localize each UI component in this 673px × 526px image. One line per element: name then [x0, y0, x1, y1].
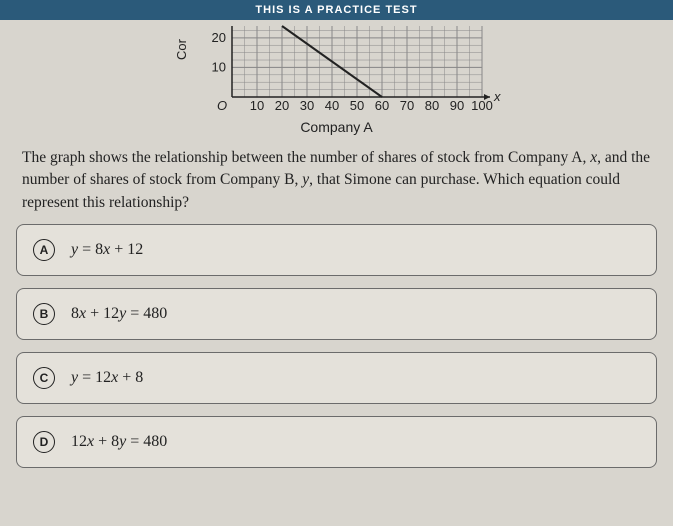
option-text: 12x + 8y = 480 [71, 433, 167, 451]
option-d[interactable]: D 12x + 8y = 480 [16, 416, 657, 468]
practice-test-banner: THIS IS A PRACTICE TEST [0, 0, 673, 20]
svg-text:30: 30 [300, 98, 314, 113]
svg-text:O: O [217, 98, 227, 113]
option-text: 8x + 12y = 480 [71, 305, 167, 323]
svg-text:90: 90 [450, 98, 464, 113]
option-letter: B [33, 303, 55, 325]
option-text: y = 12x + 8 [71, 369, 143, 387]
option-letter: D [33, 431, 55, 453]
option-c[interactable]: C y = 12x + 8 [16, 352, 657, 404]
svg-text:70: 70 [400, 98, 414, 113]
svg-text:60: 60 [375, 98, 389, 113]
x-axis-label: Company A [300, 119, 372, 135]
svg-text:10: 10 [250, 98, 264, 113]
svg-text:10: 10 [212, 59, 226, 74]
option-letter: A [33, 239, 55, 261]
y-axis-label: Cor [174, 39, 189, 60]
option-letter: C [33, 367, 55, 389]
option-a[interactable]: A y = 8x + 12 [16, 224, 657, 276]
svg-text:100: 100 [471, 98, 493, 113]
svg-text:x: x [493, 89, 501, 104]
svg-text:20: 20 [212, 30, 226, 45]
option-text: y = 8x + 12 [71, 241, 143, 259]
svg-text:20: 20 [275, 98, 289, 113]
line-chart: O 10 20 30 40 50 60 70 80 90 100 10 20 x [182, 22, 502, 117]
svg-text:50: 50 [350, 98, 364, 113]
svg-text:40: 40 [325, 98, 339, 113]
question-text: The graph shows the relationship between… [0, 135, 673, 224]
svg-text:80: 80 [425, 98, 439, 113]
options-container: A y = 8x + 12 B 8x + 12y = 480 C y = 12x… [0, 224, 673, 468]
option-b[interactable]: B 8x + 12y = 480 [16, 288, 657, 340]
chart-area: Cor O 10 20 30 40 50 60 70 80 90 100 10 20 x Company … [0, 22, 673, 135]
